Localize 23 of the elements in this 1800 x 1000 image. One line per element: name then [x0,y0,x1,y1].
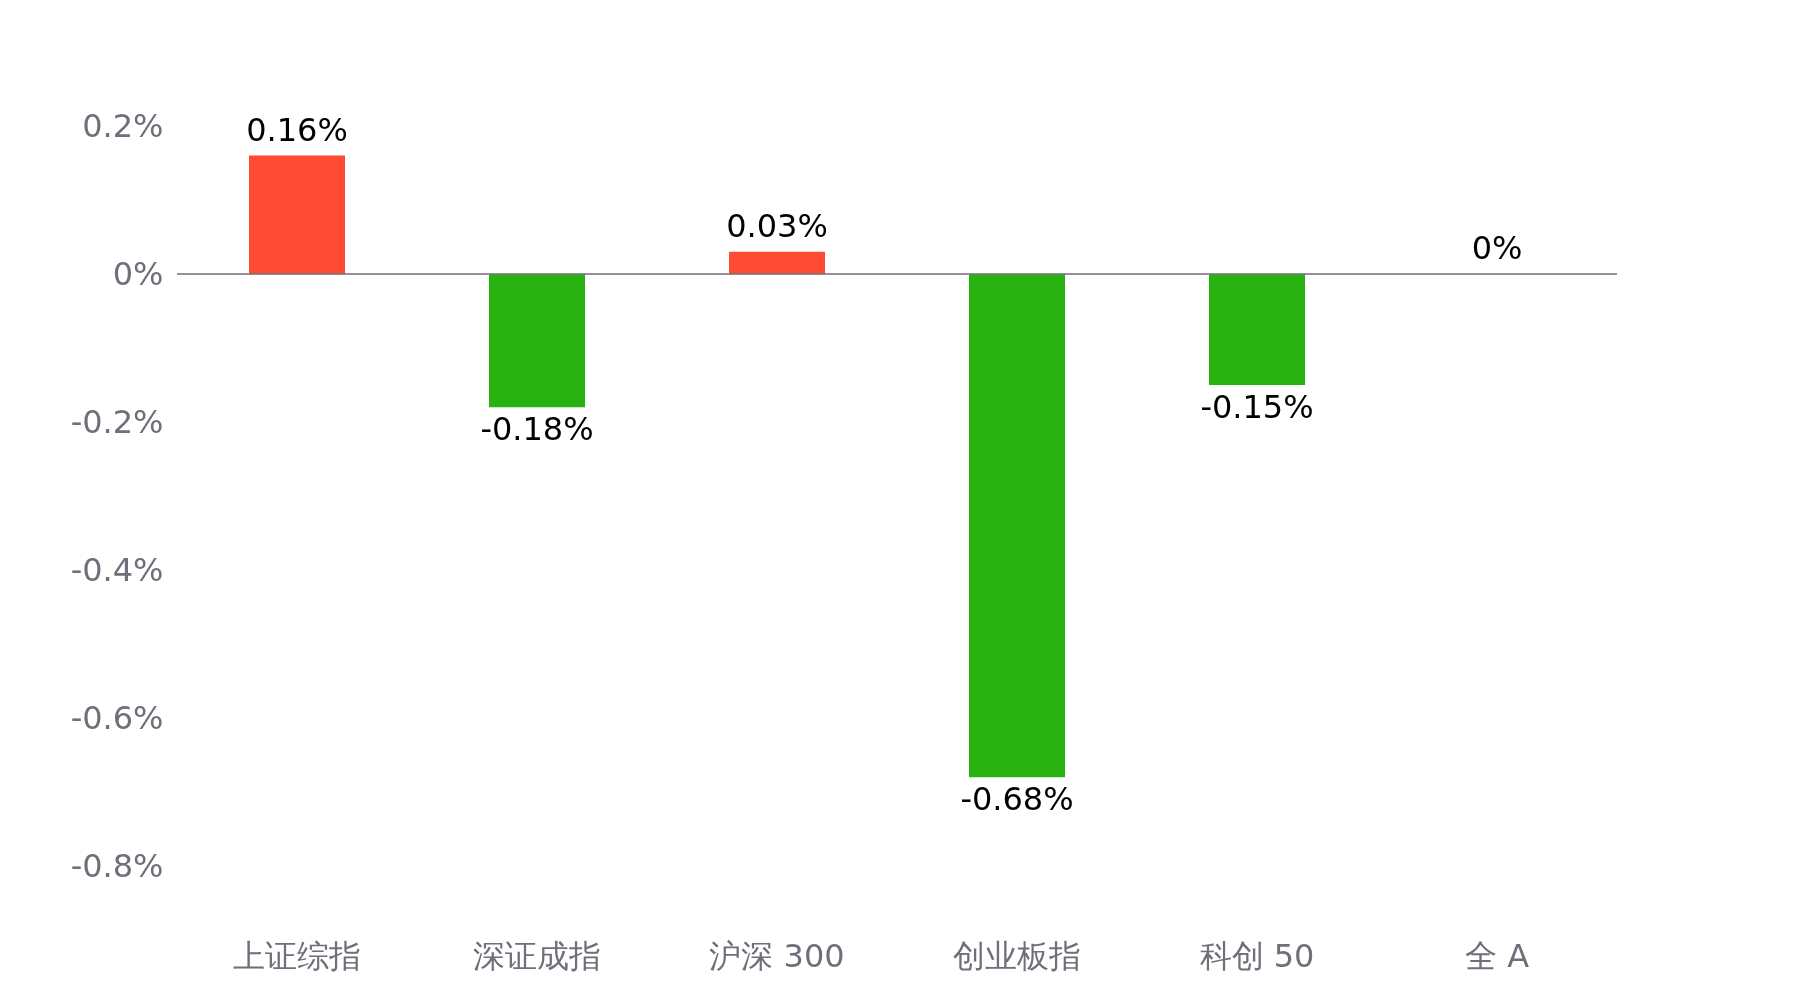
y-tick-label: -0.8% [70,846,164,885]
data-label: -0.18% [480,410,594,449]
bar [1209,274,1305,385]
bar [729,251,825,274]
bar [489,274,585,408]
y-tick-label: -0.2% [70,402,164,441]
data-label: 0% [1471,229,1523,267]
x-tick-label: 上证综指 [233,936,361,975]
x-tick-label: 全 A [1464,936,1530,975]
bar [249,155,345,274]
y-tick-label: 0.2% [82,106,164,145]
data-label: 0.03% [726,206,828,245]
y-tick-label: -0.6% [70,698,164,737]
x-tick-label: 创业板指 [953,936,1081,975]
data-label: 0.16% [246,110,348,149]
data-label: -0.68% [960,780,1074,819]
data-label: -0.15% [1200,388,1314,426]
bar [969,274,1065,778]
y-tick-label: 0% [112,254,164,293]
y-tick-label: -0.4% [70,550,164,589]
x-tick-label: 沪深 300 [709,936,845,975]
x-tick-label: 科创 50 [1199,936,1315,975]
x-tick-label: 深证成指 [473,936,601,975]
